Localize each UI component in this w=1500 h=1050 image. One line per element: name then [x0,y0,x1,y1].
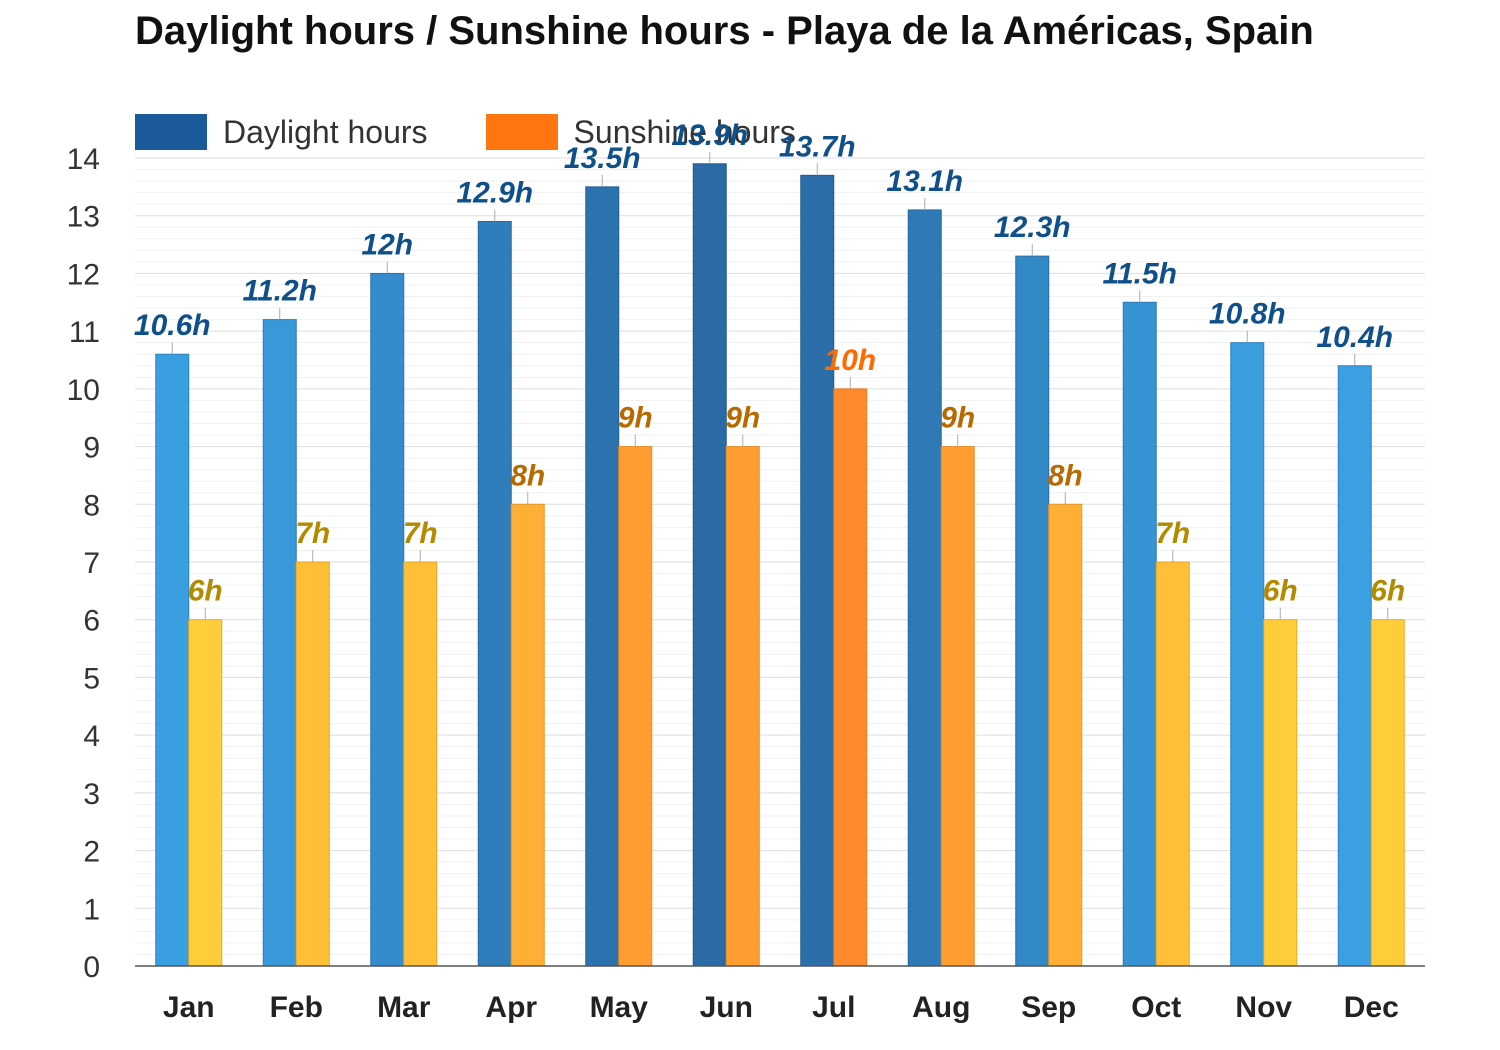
y-tick-label: 7 [83,547,100,580]
x-tick-label-may: May [590,991,649,1024]
y-tick-label: 3 [83,778,100,811]
data-label-sunshine-jan: 6h [188,575,223,608]
bar-sunshine-jan[interactable] [188,619,223,967]
bar-sunshine-apr[interactable] [510,503,545,967]
legend-label-daylight: Daylight hours [223,113,428,150]
x-tick-label-mar: Mar [377,991,431,1024]
x-tick-label-dec: Dec [1344,991,1399,1024]
data-label-daylight-feb: 11.2h [243,275,318,308]
bar-sunshine-oct[interactable] [1155,561,1190,967]
bar-daylight-mar[interactable] [370,272,405,967]
y-tick-label: 10 [67,374,100,407]
legend-item-daylight[interactable]: Daylight hours [135,114,428,151]
legend-swatch-daylight [135,114,207,150]
x-tick-label-oct: Oct [1131,991,1181,1024]
legend: Daylight hours Sunshine hours [135,112,854,152]
data-label-daylight-oct: 11.5h [1103,257,1178,290]
data-label-sunshine-may: 9h [618,402,653,435]
data-label-sunshine-mar: 7h [403,517,438,550]
bar-sunshine-may[interactable] [618,446,653,967]
bar-daylight-aug[interactable] [907,209,942,967]
bar-daylight-sep[interactable] [1015,255,1050,967]
data-label-daylight-aug: 13.1h [886,165,963,198]
y-tick-label: 14 [67,143,100,176]
bar-daylight-jun[interactable] [692,163,727,967]
data-label-daylight-jan: 10.6h [134,309,211,342]
bar-sunshine-jul[interactable] [833,388,868,967]
data-label-daylight-may: 13.5h [564,142,641,175]
x-tick-label-jun: Jun [700,991,753,1024]
bar-sunshine-jun[interactable] [725,446,760,967]
bar-sunshine-nov[interactable] [1263,619,1298,967]
y-tick-label: 8 [83,489,100,522]
data-label-daylight-nov: 10.8h [1209,298,1286,331]
data-label-sunshine-oct: 7h [1155,517,1190,550]
x-tick-label-nov: Nov [1235,991,1292,1024]
bar-sunshine-feb[interactable] [295,561,330,967]
y-tick-label: 4 [83,720,100,753]
data-label-daylight-mar: 12h [361,228,413,261]
y-tick-label: 5 [83,662,100,695]
data-label-daylight-jun: 13.9h [671,119,748,152]
y-tick-label: 13 [67,201,100,234]
data-label-daylight-sep: 12.3h [994,211,1071,244]
y-tick-label: 9 [83,432,100,465]
chart-title: Daylight hours / Sunshine hours - Playa … [135,9,1314,53]
x-tick-label-jan: Jan [163,991,215,1024]
bar-daylight-nov[interactable] [1230,342,1265,967]
bar-daylight-dec[interactable] [1337,365,1372,967]
bar-daylight-jul[interactable] [800,174,835,967]
bar-daylight-may[interactable] [585,186,620,967]
bar-sunshine-aug[interactable] [940,446,975,967]
legend-item-sunshine[interactable]: Sunshine hours [485,113,796,151]
y-tick-label: 1 [83,893,100,926]
legend-label-sunshine: Sunshine hours [573,113,796,150]
bars [155,151,1405,967]
x-tick-label-apr: Apr [485,991,537,1024]
x-tick-label-feb: Feb [270,991,323,1024]
x-axis-ticks: Jan Feb Mar Apr May Jun Jul Aug Sep Oct Nov Dec [163,991,1399,1024]
x-tick-label-aug: Aug [912,991,970,1024]
bar-sunshine-sep[interactable] [1048,503,1083,967]
bar-sunshine-dec[interactable] [1370,619,1405,967]
data-label-daylight-dec: 10.4h [1316,321,1393,354]
bar-daylight-feb[interactable] [262,319,297,967]
y-tick-label: 12 [67,258,100,291]
data-label-daylight-jul: 13.7h [779,130,856,163]
data-label-sunshine-jul: 10h [824,344,876,377]
data-label-sunshine-dec: 6h [1370,575,1405,608]
data-label-daylight-apr: 12.9h [456,176,533,209]
data-label-sunshine-jun: 9h [725,402,760,435]
data-label-sunshine-aug: 9h [940,402,975,435]
bar-daylight-apr[interactable] [477,220,512,967]
grid-lines [135,157,1425,967]
data-label-sunshine-nov: 6h [1263,575,1298,608]
bar-sunshine-mar[interactable] [403,561,438,967]
legend-swatch-sunshine [485,114,558,150]
y-tick-label: 0 [83,951,100,984]
y-tick-label: 11 [69,316,100,349]
data-label-sunshine-sep: 8h [1048,459,1083,492]
data-label-sunshine-apr: 8h [510,459,545,492]
y-tick-label: 2 [83,836,100,869]
x-tick-label-jul: Jul [812,991,855,1024]
data-labels: 10.6h 6h 11.2h 7h 12h 7h 12.9h 8h 13.5h 9h 13.9h 9h… [134,119,1405,608]
bar-daylight-jan[interactable] [155,353,190,967]
y-tick-label: 6 [83,605,100,638]
data-label-sunshine-feb: 7h [295,517,330,550]
bar-daylight-oct[interactable] [1122,301,1157,967]
x-tick-label-sep: Sep [1021,991,1076,1024]
